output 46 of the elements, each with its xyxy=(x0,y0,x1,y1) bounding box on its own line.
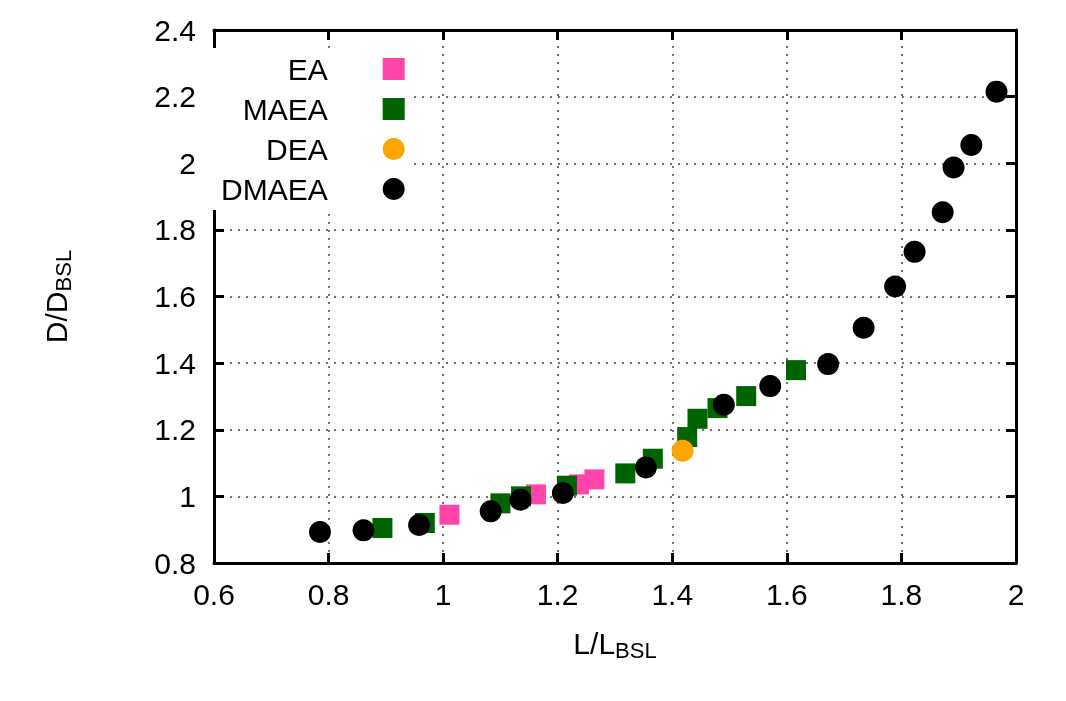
point xyxy=(584,469,605,490)
x-tick-label: 1.4 xyxy=(651,577,694,611)
point xyxy=(884,275,907,298)
x-tick-label: 2 xyxy=(1007,577,1025,611)
y-tick-label: 0.8 xyxy=(154,546,196,580)
point xyxy=(634,456,657,479)
y-tick-label: 1.2 xyxy=(154,413,196,447)
point xyxy=(942,156,965,179)
x-tick-label: 0.8 xyxy=(307,577,350,611)
legend-label: DMAEA xyxy=(221,172,328,206)
y-tick-label: 2 xyxy=(179,146,196,180)
legend-label: MAEA xyxy=(242,92,328,126)
x-tick-label: 1 xyxy=(434,577,452,611)
point xyxy=(439,504,460,525)
point xyxy=(615,463,636,484)
point xyxy=(309,521,331,544)
y-tick-label: 1.8 xyxy=(154,213,196,247)
y-tick-label: 2.2 xyxy=(154,80,196,114)
point xyxy=(852,316,875,339)
point xyxy=(671,439,694,462)
x-tick-label: 0.6 xyxy=(193,577,235,611)
point xyxy=(786,360,807,381)
legend-label: DEA xyxy=(266,132,328,166)
point xyxy=(372,518,393,539)
point xyxy=(960,133,983,156)
point xyxy=(352,519,375,542)
point xyxy=(408,514,431,537)
point xyxy=(712,393,735,416)
y-tick-label: 1.4 xyxy=(154,346,196,380)
point xyxy=(551,482,574,505)
legend-label: EA xyxy=(287,52,328,86)
x-tick-label: 1.2 xyxy=(536,577,579,611)
point xyxy=(903,240,926,263)
point xyxy=(736,386,757,407)
y-tick-label: 1.6 xyxy=(154,280,196,313)
y-axis-title: D/DBSL xyxy=(39,249,76,344)
point xyxy=(479,500,502,523)
x-tick-label: 1.6 xyxy=(766,577,808,611)
point xyxy=(687,408,708,429)
point xyxy=(759,375,782,398)
point xyxy=(817,353,840,376)
point xyxy=(931,201,954,224)
y-tick-label: 1 xyxy=(179,479,196,513)
y-tick-label: 2.4 xyxy=(154,13,196,47)
point xyxy=(985,80,1008,103)
x-tick-label: 1.8 xyxy=(880,577,923,611)
